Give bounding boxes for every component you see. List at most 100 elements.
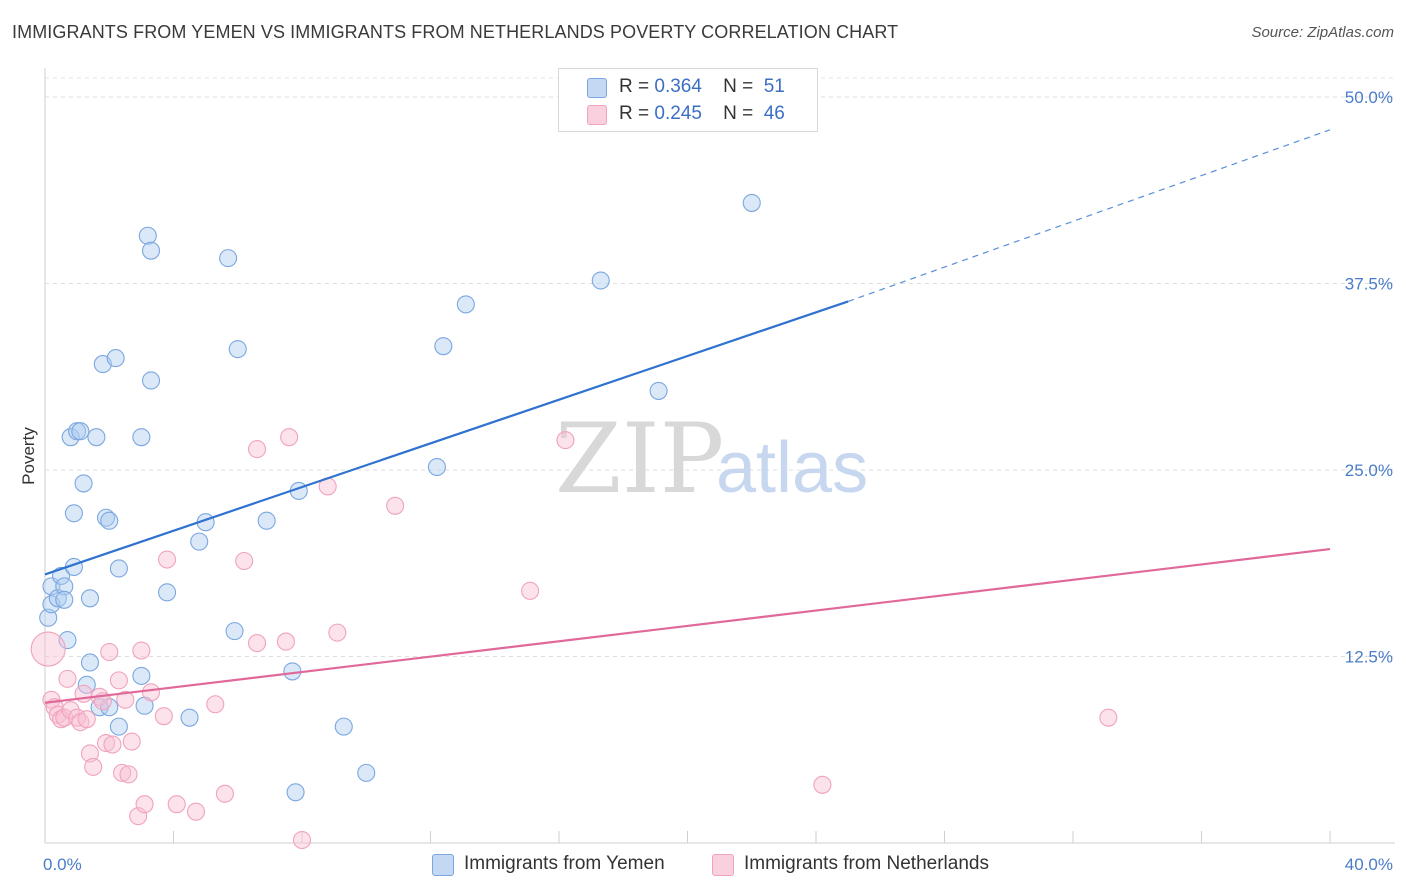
netherlands-point <box>215 784 234 803</box>
grid-lines <box>45 77 1395 657</box>
bottom-legend-label-yemen: Immigrants from Yemen <box>464 853 665 874</box>
y-tick-label: 12.5% <box>1345 648 1393 667</box>
netherlands-point <box>521 581 540 600</box>
yemen-trend-extension <box>847 129 1331 302</box>
yemen-point <box>591 271 610 290</box>
netherlands-point <box>77 710 96 729</box>
netherlands-trend-line <box>44 547 1331 704</box>
netherlands-point <box>167 795 186 814</box>
yemen-point <box>138 226 157 245</box>
yemen-point <box>456 295 475 314</box>
yemen-point <box>158 583 177 602</box>
y-tick-label: 37.5% <box>1345 275 1393 294</box>
netherlands-point <box>119 765 138 784</box>
legend-r-value: 0.245 <box>654 103 702 124</box>
netherlands-point <box>276 632 295 651</box>
yemen-point <box>225 622 244 641</box>
netherlands-point <box>122 732 141 751</box>
yemen-point <box>55 577 74 596</box>
netherlands-point <box>386 496 405 515</box>
yemen-point <box>649 381 668 400</box>
yemen-point <box>257 511 276 530</box>
legend-swatch-netherlands <box>587 105 607 125</box>
netherlands-point <box>235 551 254 571</box>
yemen-point <box>132 428 151 447</box>
y-tick-label: 25.0% <box>1345 461 1393 480</box>
x-tick-label: 0.0% <box>43 855 82 874</box>
netherlands-point <box>84 757 103 776</box>
yemen-point <box>109 559 128 578</box>
netherlands-point <box>113 763 132 782</box>
netherlands-point <box>132 641 151 660</box>
yemen-point <box>190 532 209 551</box>
chart-title: IMMIGRANTS FROM YEMEN VS IMMIGRANTS FROM… <box>12 22 899 42</box>
netherlands-point <box>158 550 177 569</box>
netherlands-point <box>206 695 225 714</box>
netherlands-point <box>292 830 312 850</box>
netherlands-point <box>154 707 173 726</box>
legend-n-label: N = <box>723 103 754 124</box>
yemen-point <box>228 340 247 359</box>
netherlands-point <box>280 428 299 447</box>
yemen-point <box>106 349 125 368</box>
netherlands-point <box>103 735 122 754</box>
yemen-point <box>58 631 77 650</box>
yemen-point <box>141 241 161 260</box>
watermark-atlas: atlas <box>716 428 868 508</box>
netherlands-point <box>328 623 347 642</box>
netherlands-point <box>1099 708 1118 727</box>
y-tick-label: 50.0% <box>1345 88 1393 107</box>
bottom-legend-label-netherlands: Immigrants from Netherlands <box>744 853 989 874</box>
netherlands-point <box>109 671 128 690</box>
legend-r-value: 0.364 <box>654 76 702 97</box>
axes <box>44 68 1395 844</box>
yemen-point <box>109 717 128 736</box>
yemen-point <box>71 422 90 441</box>
source-label: Source: ZipAtlas.com <box>1251 24 1394 41</box>
legend-n-label: N = <box>723 76 754 97</box>
yemen-point <box>100 511 119 530</box>
correlation-legend: R = 0.364 N = 51 R = 0.245 N = 46 <box>558 68 818 132</box>
legend-swatch-yemen <box>587 78 607 98</box>
netherlands-point <box>813 775 832 794</box>
y-axis-label: Poverty <box>19 427 38 485</box>
trend-lines <box>44 129 1331 704</box>
legend-n-value: 51 <box>763 76 785 97</box>
watermark-zip: ZIP <box>555 403 724 515</box>
yemen-point <box>427 457 446 477</box>
yemen-point <box>74 474 93 493</box>
yemen-point <box>96 508 116 527</box>
yemen-trend-line <box>44 300 849 576</box>
netherlands-point <box>556 431 575 450</box>
x-tick-label: 40.0% <box>1345 855 1393 874</box>
yemen-point <box>64 504 83 523</box>
watermark: ZIP atlas <box>555 403 868 515</box>
netherlands-point <box>186 802 206 821</box>
netherlands-point <box>135 795 154 814</box>
netherlands-point <box>58 669 77 688</box>
legend-n-value: 46 <box>763 103 785 124</box>
legend-r-label: R = <box>619 103 650 124</box>
netherlands-point <box>247 634 267 653</box>
yemen-point <box>52 566 71 585</box>
yemen-point <box>55 590 74 609</box>
yemen-point <box>80 589 100 608</box>
netherlands-point <box>61 701 80 720</box>
netherlands-point <box>80 744 100 763</box>
netherlands-point <box>116 690 135 709</box>
series-yemen-points <box>39 193 761 802</box>
yemen-point <box>132 666 151 685</box>
netherlands-point <box>30 631 66 667</box>
series-netherlands-points <box>30 428 1118 850</box>
legend-r-label: R = <box>619 76 650 97</box>
yemen-point <box>87 428 106 447</box>
yemen-point <box>219 249 238 268</box>
yemen-point <box>286 783 305 802</box>
yemen-point <box>180 708 199 727</box>
yemen-point <box>141 371 161 390</box>
netherlands-point <box>247 440 267 459</box>
netherlands-point <box>141 683 161 702</box>
netherlands-point <box>96 733 116 753</box>
yemen-point <box>434 337 453 356</box>
